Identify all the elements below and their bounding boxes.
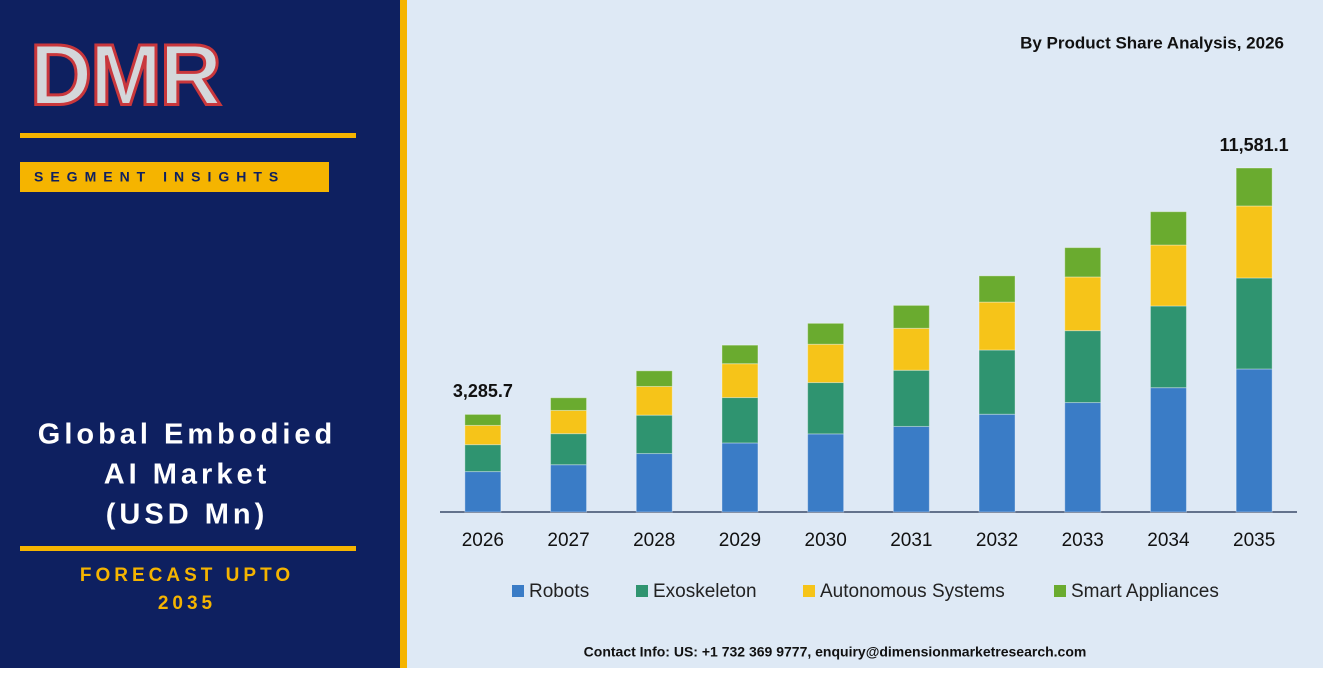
- forecast: 2035: [158, 593, 216, 614]
- forecast: FORECAST UPTO: [80, 565, 294, 586]
- legend-label: Exoskeleton: [653, 581, 757, 602]
- title-line: Global Embodied: [38, 419, 336, 451]
- bar-segment: [721, 397, 759, 444]
- bar-segment: [1064, 330, 1102, 404]
- x-tick-label: 2030: [805, 530, 847, 551]
- title-line: AI Market: [104, 459, 271, 491]
- x-tick-label: 2035: [1233, 530, 1275, 551]
- bar-segment: [721, 344, 759, 365]
- legend-swatch: [636, 585, 648, 597]
- bar-segment: [635, 385, 673, 416]
- bar-segment: [892, 327, 930, 371]
- bar-segment: [978, 349, 1016, 415]
- x-tick-label: 2026: [462, 530, 504, 551]
- bar-segment: [550, 464, 588, 513]
- legend-swatch: [512, 585, 524, 597]
- legend-swatch: [1054, 585, 1066, 597]
- divider: [20, 546, 356, 551]
- bar-segment: [1235, 368, 1273, 513]
- x-tick-label: 2029: [719, 530, 761, 551]
- bar-segment: [892, 425, 930, 513]
- bar-segment: [978, 301, 1016, 351]
- bar-segment: [1235, 205, 1273, 279]
- bar-segment: [1064, 276, 1102, 332]
- bar-segment: [464, 471, 502, 513]
- bar-segment: [978, 413, 1016, 513]
- bar-segment: [464, 413, 502, 426]
- bar-segment: [1235, 277, 1273, 370]
- x-tick-label: 2028: [633, 530, 675, 551]
- bar-segment: [635, 414, 673, 455]
- bar-segment: [1064, 402, 1102, 513]
- bar-segment: [892, 369, 930, 427]
- bar-segment: [550, 397, 588, 411]
- x-tick-label: 2031: [890, 530, 932, 551]
- bar-segment: [1149, 387, 1187, 513]
- tag-box: [20, 162, 329, 192]
- legend-label: Robots: [529, 581, 589, 602]
- bar-segment: [1149, 305, 1187, 389]
- title-line: (USD Mn): [106, 499, 268, 531]
- tag: SEGMENT INSIGHTS: [34, 169, 285, 185]
- bar-segment: [978, 275, 1016, 303]
- bar-segment: [1064, 247, 1102, 278]
- bar-segment: [1149, 211, 1187, 246]
- chart-subtitle: By Product Share Analysis, 2026: [1020, 33, 1284, 52]
- bar-segment: [635, 370, 673, 387]
- left-panel: [0, 0, 400, 668]
- x-tick-label: 2034: [1147, 530, 1190, 551]
- legend-swatch: [803, 585, 815, 597]
- bar-segment: [1149, 244, 1187, 307]
- bar-segment: [464, 444, 502, 473]
- total-label: 3,285.7: [453, 381, 513, 401]
- legend-label: Autonomous Systems: [820, 581, 1005, 602]
- bar-segment: [807, 382, 845, 435]
- logo: DMR: [30, 28, 221, 124]
- total-label: 11,581.1: [1220, 135, 1289, 155]
- footer: Contact Info: US: +1 732 369 9777, enqui…: [584, 644, 1087, 660]
- bar-segment: [721, 442, 759, 513]
- x-tick-label: 2032: [976, 530, 1018, 551]
- x-tick-label: 2027: [547, 530, 589, 551]
- bar-segment: [1235, 167, 1273, 207]
- bar-segment: [892, 304, 930, 329]
- bar-segment: [550, 409, 588, 435]
- x-tick-label: 2033: [1062, 530, 1104, 551]
- bar-segment: [807, 343, 845, 384]
- bar-segment: [635, 453, 673, 513]
- divider: [20, 133, 356, 138]
- bar-segment: [721, 363, 759, 399]
- bar-segment: [550, 433, 588, 466]
- bar-segment: [807, 433, 845, 513]
- legend-label: Smart Appliances: [1071, 581, 1219, 602]
- bar-segment: [464, 424, 502, 446]
- panel-stripe: [400, 0, 407, 668]
- bar-segment: [807, 322, 845, 345]
